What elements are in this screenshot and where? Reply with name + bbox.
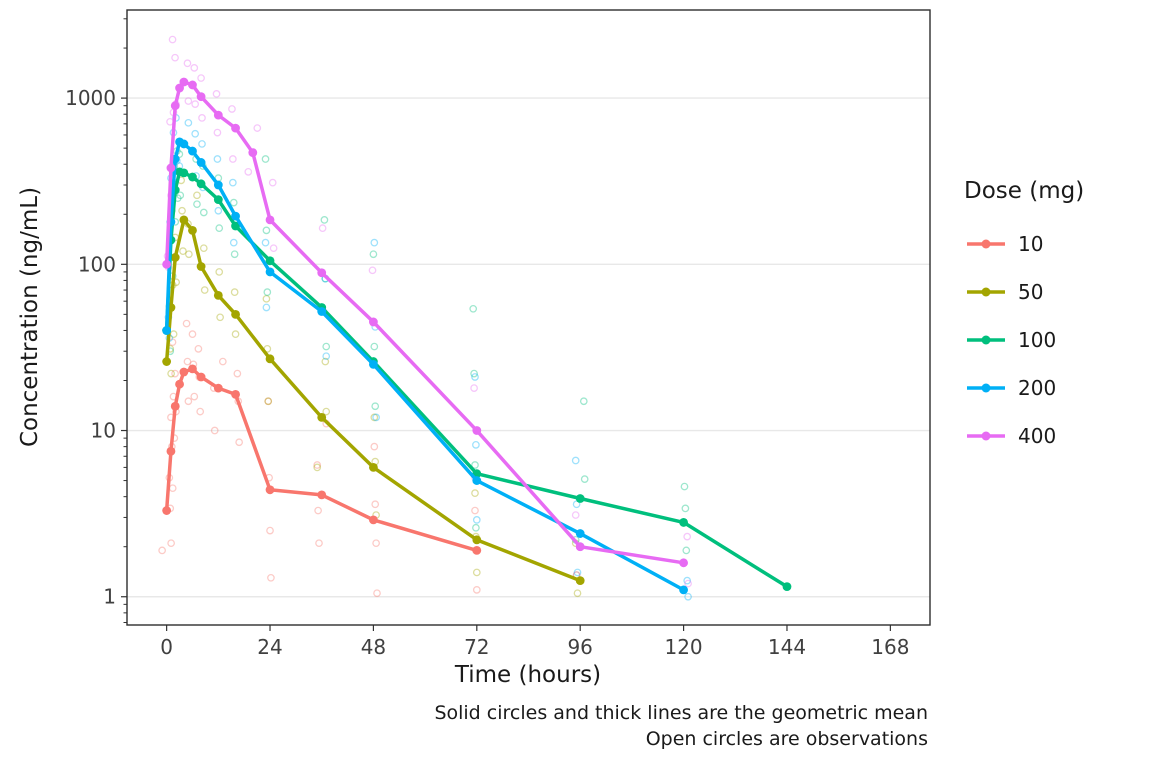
legend-key-line-dot-icon: [967, 431, 1005, 441]
legend-label: 10: [1018, 232, 1044, 256]
svg-text:10: 10: [91, 419, 116, 443]
legend-label: 100: [1018, 328, 1057, 352]
series-200mg-observations: [164, 114, 692, 601]
caption-line-1: Solid circles and thick lines are the ge…: [434, 702, 928, 724]
svg-text:120: 120: [664, 635, 702, 659]
legend-key-line-dot-icon: [967, 287, 1005, 297]
series-50mg-mean: [162, 215, 585, 586]
svg-text:48: 48: [361, 635, 386, 659]
svg-text:1: 1: [103, 585, 116, 609]
svg-text:1000: 1000: [65, 86, 116, 110]
y-axis-title: Concentration (ng/mL): [17, 186, 43, 448]
caption-line-2: Open circles are observations: [645, 728, 928, 750]
legend-key-line-dot-icon: [967, 383, 1005, 393]
svg-text:100: 100: [78, 252, 116, 276]
legend-item-dose-100: 100: [964, 316, 1084, 364]
series-200mg-mean: [162, 137, 688, 595]
svg-text:168: 168: [871, 635, 909, 659]
figure-caption: Solid circles and thick lines are the ge…: [434, 700, 928, 752]
legend-key-line-dot-icon: [967, 335, 1005, 345]
gridlines: [127, 97, 930, 598]
legend-label: 50: [1018, 280, 1044, 304]
legend-item-dose-400: 400: [964, 412, 1084, 460]
legend-title: Dose (mg): [964, 178, 1085, 204]
legend-label: 200: [1018, 376, 1057, 400]
svg-text:24: 24: [257, 635, 282, 659]
series-400mg-mean: [162, 77, 688, 568]
svg-text:144: 144: [768, 635, 806, 659]
legend-item-dose-50: 50: [964, 268, 1084, 316]
legend-item-dose-200: 200: [964, 364, 1084, 412]
series-10mg-observations: [158, 319, 481, 598]
svg-text:72: 72: [464, 635, 489, 659]
axes: 0 24 48 72 96 120 144 168 1 10 100 1000: [65, 18, 909, 659]
svg-text:96: 96: [567, 635, 592, 659]
series-100mg-observations: [165, 147, 791, 591]
x-axis-title: Time (hours): [454, 662, 602, 688]
legend-label: 400: [1018, 424, 1057, 448]
panel-border: [126, 9, 931, 626]
legend-key-line-dot-icon: [967, 239, 1005, 249]
legend: Dose (mg) 10 50 100: [964, 178, 1084, 460]
series-10mg-mean: [162, 364, 482, 555]
svg-text:0: 0: [160, 635, 173, 659]
legend-item-dose-10: 10: [964, 220, 1084, 268]
